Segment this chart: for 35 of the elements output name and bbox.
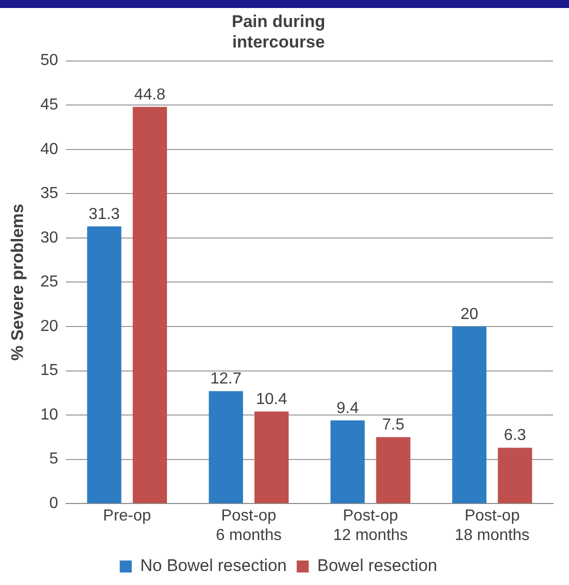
y-tick-label: 45 [40,96,58,114]
data-label: 44.8 [134,86,166,104]
bar [132,106,167,504]
data-label: 31.3 [88,206,120,223]
y-tick-label: 30 [40,229,58,246]
y-tick-label: 15 [40,362,58,380]
legend-label: No Bowel resection [140,556,287,576]
y-tick-label: 35 [40,185,58,202]
data-label: 10.4 [256,390,288,408]
chart-title: Pain during intercourse [232,12,326,52]
y-tick-label: 50 [40,52,58,70]
y-axis-title: % Severe problems [8,204,27,361]
bar [87,226,122,504]
bar [452,326,486,504]
y-tick-label: 40 [40,140,58,158]
bar [254,412,289,504]
data-label: 12.7 [210,370,242,388]
x-tick-label: Post-op 18 months [454,508,530,544]
data-label: 7.5 [382,416,404,434]
y-tick-label: 25 [40,274,58,291]
x-tick-label: Post-op 12 months [333,508,408,544]
bar [208,391,244,504]
bar [498,448,532,504]
y-tick-label: 20 [40,318,58,335]
bar [376,437,410,504]
data-label: 20 [460,306,478,323]
y-tick-label: 5 [49,450,58,468]
x-tick-label: Pre-op [103,508,152,525]
x-tick-label: Post-op 6 months [216,508,282,544]
y-tick-label: 0 [49,495,58,512]
legend-label: Bowel resection [317,556,438,576]
data-label: 9.4 [336,400,359,417]
data-label: 6.3 [504,427,526,444]
y-tick-label: 10 [40,406,58,424]
bar [330,420,365,504]
